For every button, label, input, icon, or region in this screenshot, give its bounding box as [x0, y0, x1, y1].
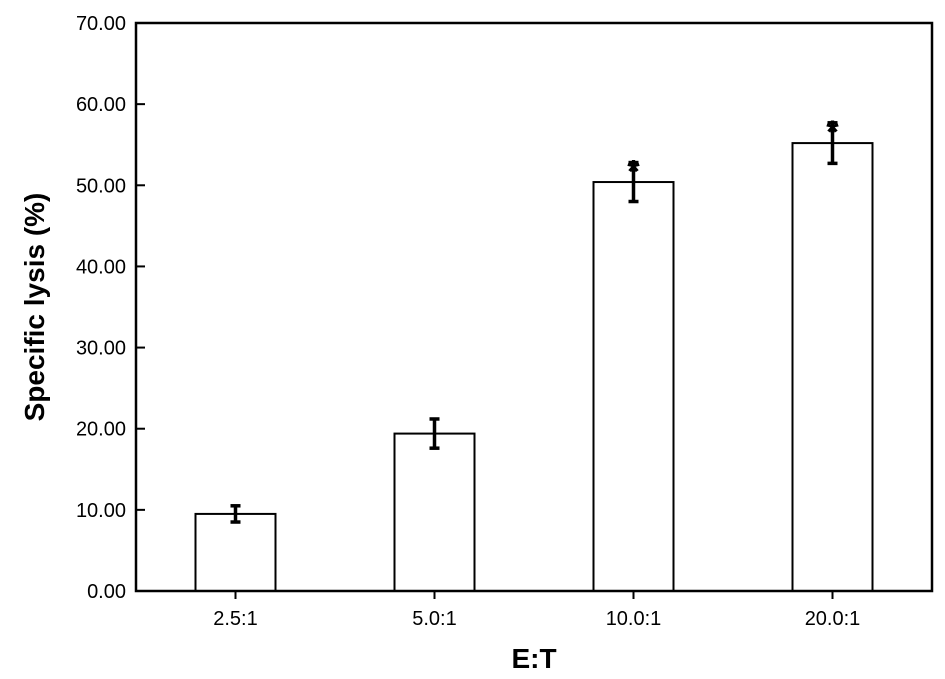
y-tick-label: 50.00: [76, 175, 126, 197]
y-tick-label: 30.00: [76, 338, 126, 360]
y-axis-ticks: 0.00 10.00 20.00 30.00 40.00 50.00 60.00 70.00: [76, 13, 145, 603]
bars-group: **: [194, 114, 874, 593]
plot-frame: [134, 21, 934, 593]
significance-marker: *: [826, 114, 839, 150]
y-tick-label: 0.00: [87, 581, 126, 603]
significance-marker: *: [627, 154, 640, 190]
x-tick-label: 20.0:1: [805, 608, 861, 630]
y-tick-label: 20.00: [76, 419, 126, 441]
bar: [194, 512, 277, 593]
bar: [592, 181, 675, 592]
x-tick-label: 5.0:1: [412, 608, 456, 630]
x-tick-label: 10.0:1: [606, 608, 662, 630]
x-axis-ticks: 2.5:1 5.0:1 10.0:1 20.0:1: [213, 591, 860, 630]
y-axis-title: Specific lysis (%): [19, 193, 50, 422]
bar: [791, 142, 874, 592]
x-tick-label: 2.5:1: [213, 608, 257, 630]
bar: [393, 432, 476, 592]
x-axis-title: E:T: [511, 643, 556, 674]
y-tick-label: 10.00: [76, 500, 126, 522]
y-tick-label: 40.00: [76, 256, 126, 278]
y-tick-label: 70.00: [76, 13, 126, 35]
y-tick-label: 60.00: [76, 94, 126, 116]
